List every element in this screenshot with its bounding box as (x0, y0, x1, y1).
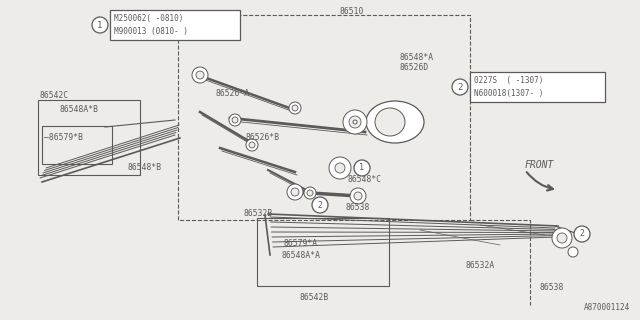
Text: 86548A*A: 86548A*A (282, 251, 321, 260)
Circle shape (350, 188, 366, 204)
Text: 86542C: 86542C (40, 91, 69, 100)
Circle shape (307, 190, 313, 196)
Circle shape (329, 157, 351, 179)
Circle shape (196, 71, 204, 79)
Circle shape (568, 247, 578, 257)
Text: M250062( -0810): M250062( -0810) (114, 14, 184, 23)
Circle shape (246, 139, 258, 151)
Text: 86526*A: 86526*A (215, 90, 249, 99)
Text: 1: 1 (97, 20, 102, 29)
Circle shape (192, 67, 208, 83)
Ellipse shape (375, 108, 405, 136)
Text: 2: 2 (458, 83, 463, 92)
FancyBboxPatch shape (110, 10, 240, 40)
Text: 86532B: 86532B (243, 209, 272, 218)
Circle shape (249, 142, 255, 148)
Circle shape (574, 226, 590, 242)
Text: 86548A*B: 86548A*B (60, 106, 99, 115)
Circle shape (229, 114, 241, 126)
Text: 0227S  ( -1307): 0227S ( -1307) (474, 76, 543, 85)
FancyBboxPatch shape (470, 72, 605, 102)
Circle shape (354, 192, 362, 200)
Text: 86532A: 86532A (465, 260, 494, 269)
Text: 1: 1 (360, 164, 365, 172)
Text: 86526*B: 86526*B (245, 133, 279, 142)
Circle shape (304, 187, 316, 199)
Circle shape (232, 117, 238, 123)
Text: 86579*A: 86579*A (284, 239, 318, 249)
Circle shape (291, 188, 299, 196)
Text: 86542B: 86542B (300, 292, 329, 301)
Circle shape (92, 17, 108, 33)
Circle shape (343, 110, 367, 134)
Text: 2: 2 (579, 229, 584, 238)
Circle shape (353, 120, 357, 124)
Text: 2: 2 (317, 201, 323, 210)
Circle shape (349, 116, 361, 128)
Text: A870001124: A870001124 (584, 303, 630, 312)
Circle shape (292, 105, 298, 111)
Text: 86538: 86538 (540, 284, 564, 292)
Text: 86538: 86538 (345, 204, 369, 212)
Text: FRONT: FRONT (525, 160, 554, 170)
Circle shape (312, 197, 328, 213)
Circle shape (289, 102, 301, 114)
Circle shape (557, 233, 567, 243)
Text: N600018(1307- ): N600018(1307- ) (474, 89, 543, 99)
Text: 86548*C: 86548*C (348, 175, 382, 185)
Circle shape (552, 228, 572, 248)
Text: M900013 (0810- ): M900013 (0810- ) (114, 28, 188, 36)
Text: 86548*B: 86548*B (128, 163, 162, 172)
Circle shape (452, 79, 468, 95)
Text: 86526D: 86526D (400, 63, 429, 73)
Text: —86579*B: —86579*B (44, 133, 83, 142)
Text: 86548*A: 86548*A (400, 53, 434, 62)
Circle shape (287, 184, 303, 200)
Text: 86510: 86510 (340, 7, 364, 17)
Circle shape (335, 163, 345, 173)
Ellipse shape (366, 101, 424, 143)
Circle shape (354, 160, 370, 176)
